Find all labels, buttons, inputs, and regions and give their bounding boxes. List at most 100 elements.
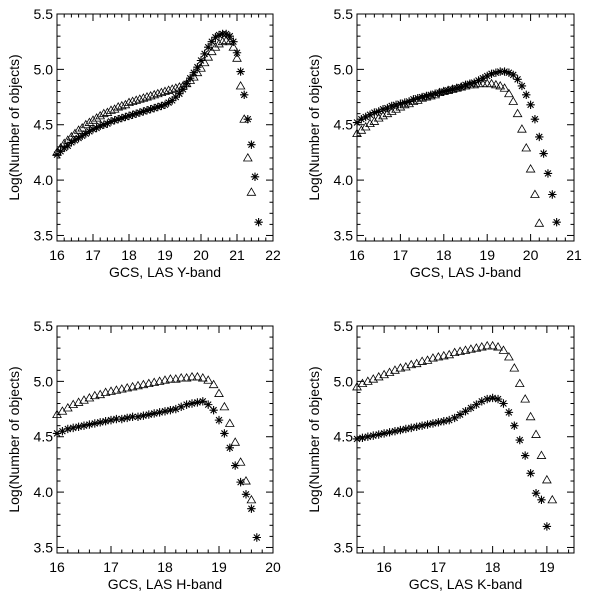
asterisk-point	[182, 400, 191, 409]
asterisk-point	[504, 408, 514, 417]
asterisk-point	[117, 414, 126, 424]
triangle-point	[163, 85, 174, 94]
asterisk-point	[461, 407, 470, 416]
triangle-point	[102, 107, 113, 116]
asterisk-point	[232, 48, 242, 57]
y-tick-label: 4.5	[34, 429, 54, 445]
asterisk-point	[493, 394, 503, 404]
triangle-point	[508, 96, 519, 105]
triangle-point	[167, 84, 178, 93]
asterisk-point	[85, 420, 94, 429]
series-triangle	[352, 340, 558, 504]
x-tick-label: 18	[121, 247, 137, 263]
asterisk-point	[383, 103, 392, 113]
series-asterisk	[52, 29, 263, 227]
asterisk-point	[196, 56, 206, 65]
asterisk-point	[369, 431, 378, 440]
asterisk-point	[63, 424, 72, 434]
asterisk-point	[247, 140, 256, 149]
asterisk-point	[483, 394, 492, 404]
triangle-point	[512, 108, 523, 118]
y-axis-label: Log(Number of objects)	[306, 54, 322, 200]
triangle-point	[116, 384, 127, 393]
y-tick-label: 5.0	[34, 373, 54, 389]
series-asterisk	[52, 397, 261, 542]
asterisk-point	[374, 430, 383, 439]
asterisk-point	[103, 119, 112, 128]
triangle-point	[471, 343, 482, 352]
asterisk-point	[146, 105, 155, 114]
triangle-point	[487, 340, 498, 350]
triangle-point	[55, 142, 66, 152]
asterisk-point	[439, 87, 448, 96]
asterisk-point	[423, 420, 432, 429]
triangle-point	[520, 394, 531, 403]
plot-frame	[56, 325, 274, 554]
y-axis-label: Log(Number of objects)	[6, 54, 22, 200]
asterisk-point	[445, 415, 454, 425]
asterisk-point	[155, 408, 164, 417]
asterisk-point	[370, 108, 379, 117]
asterisk-point	[365, 110, 375, 119]
asterisk-point	[106, 415, 116, 425]
asterisk-point	[439, 417, 448, 426]
triangle-point	[149, 377, 160, 386]
triangle-point	[451, 83, 462, 92]
asterisk-point	[396, 425, 405, 435]
triangle-point	[192, 67, 203, 77]
triangle-point	[156, 87, 167, 97]
asterisk-point	[250, 172, 260, 181]
triangle-point	[246, 494, 257, 504]
y-tick-label: 4.0	[34, 172, 54, 188]
triangle-point	[116, 100, 127, 110]
triangle-point	[482, 340, 493, 350]
triangle-point	[460, 345, 471, 354]
asterisk-point	[542, 522, 552, 531]
triangle-point	[68, 399, 79, 409]
triangle-point	[197, 373, 208, 382]
asterisk-point	[474, 76, 483, 85]
asterisk-point	[69, 423, 78, 433]
x-tick-label: 17	[393, 247, 409, 263]
triangle-point	[131, 95, 142, 104]
asterisk-point	[96, 121, 105, 131]
asterisk-point	[539, 149, 548, 158]
triangle-point	[95, 110, 106, 120]
triangle-point	[214, 388, 224, 397]
asterisk-point	[378, 105, 388, 114]
asterisk-point	[187, 399, 197, 408]
asterisk-point	[123, 413, 132, 423]
asterisk-point	[193, 62, 202, 72]
asterisk-point	[204, 43, 213, 52]
asterisk-point	[358, 433, 367, 443]
triangle-point	[536, 450, 547, 459]
triangle-point	[152, 88, 163, 98]
x-tick-label: 19	[539, 559, 555, 575]
triangle-point	[521, 142, 532, 152]
asterisk-point	[487, 69, 496, 78]
asterisk-point	[214, 415, 224, 425]
triangle-point	[531, 429, 541, 438]
y-tick-label: 5.0	[334, 373, 354, 389]
asterisk-point	[435, 88, 444, 97]
asterisk-point	[60, 143, 69, 153]
asterisk-point	[417, 92, 427, 102]
triangle-point	[230, 437, 241, 446]
x-tick-label: 19	[479, 247, 495, 263]
triangle-point	[365, 118, 375, 128]
asterisk-point	[252, 533, 261, 542]
asterisk-point	[452, 83, 462, 93]
triangle-point	[443, 85, 454, 94]
asterisk-point	[135, 108, 144, 117]
triangle-point	[95, 389, 106, 399]
triangle-point	[149, 89, 160, 99]
triangle-point	[206, 46, 217, 56]
chart-panel-4: 16 17 18 19 3.5 4.0 4.5 5.0 5.5 GCS, LAS K-band Lo…	[306, 318, 575, 592]
triangle-point	[134, 94, 145, 103]
y-tick-label: 3.5	[334, 539, 354, 555]
triangle-point	[417, 93, 427, 102]
triangle-point	[486, 78, 497, 88]
asterisk-point	[396, 99, 405, 108]
asterisk-point	[168, 96, 177, 105]
